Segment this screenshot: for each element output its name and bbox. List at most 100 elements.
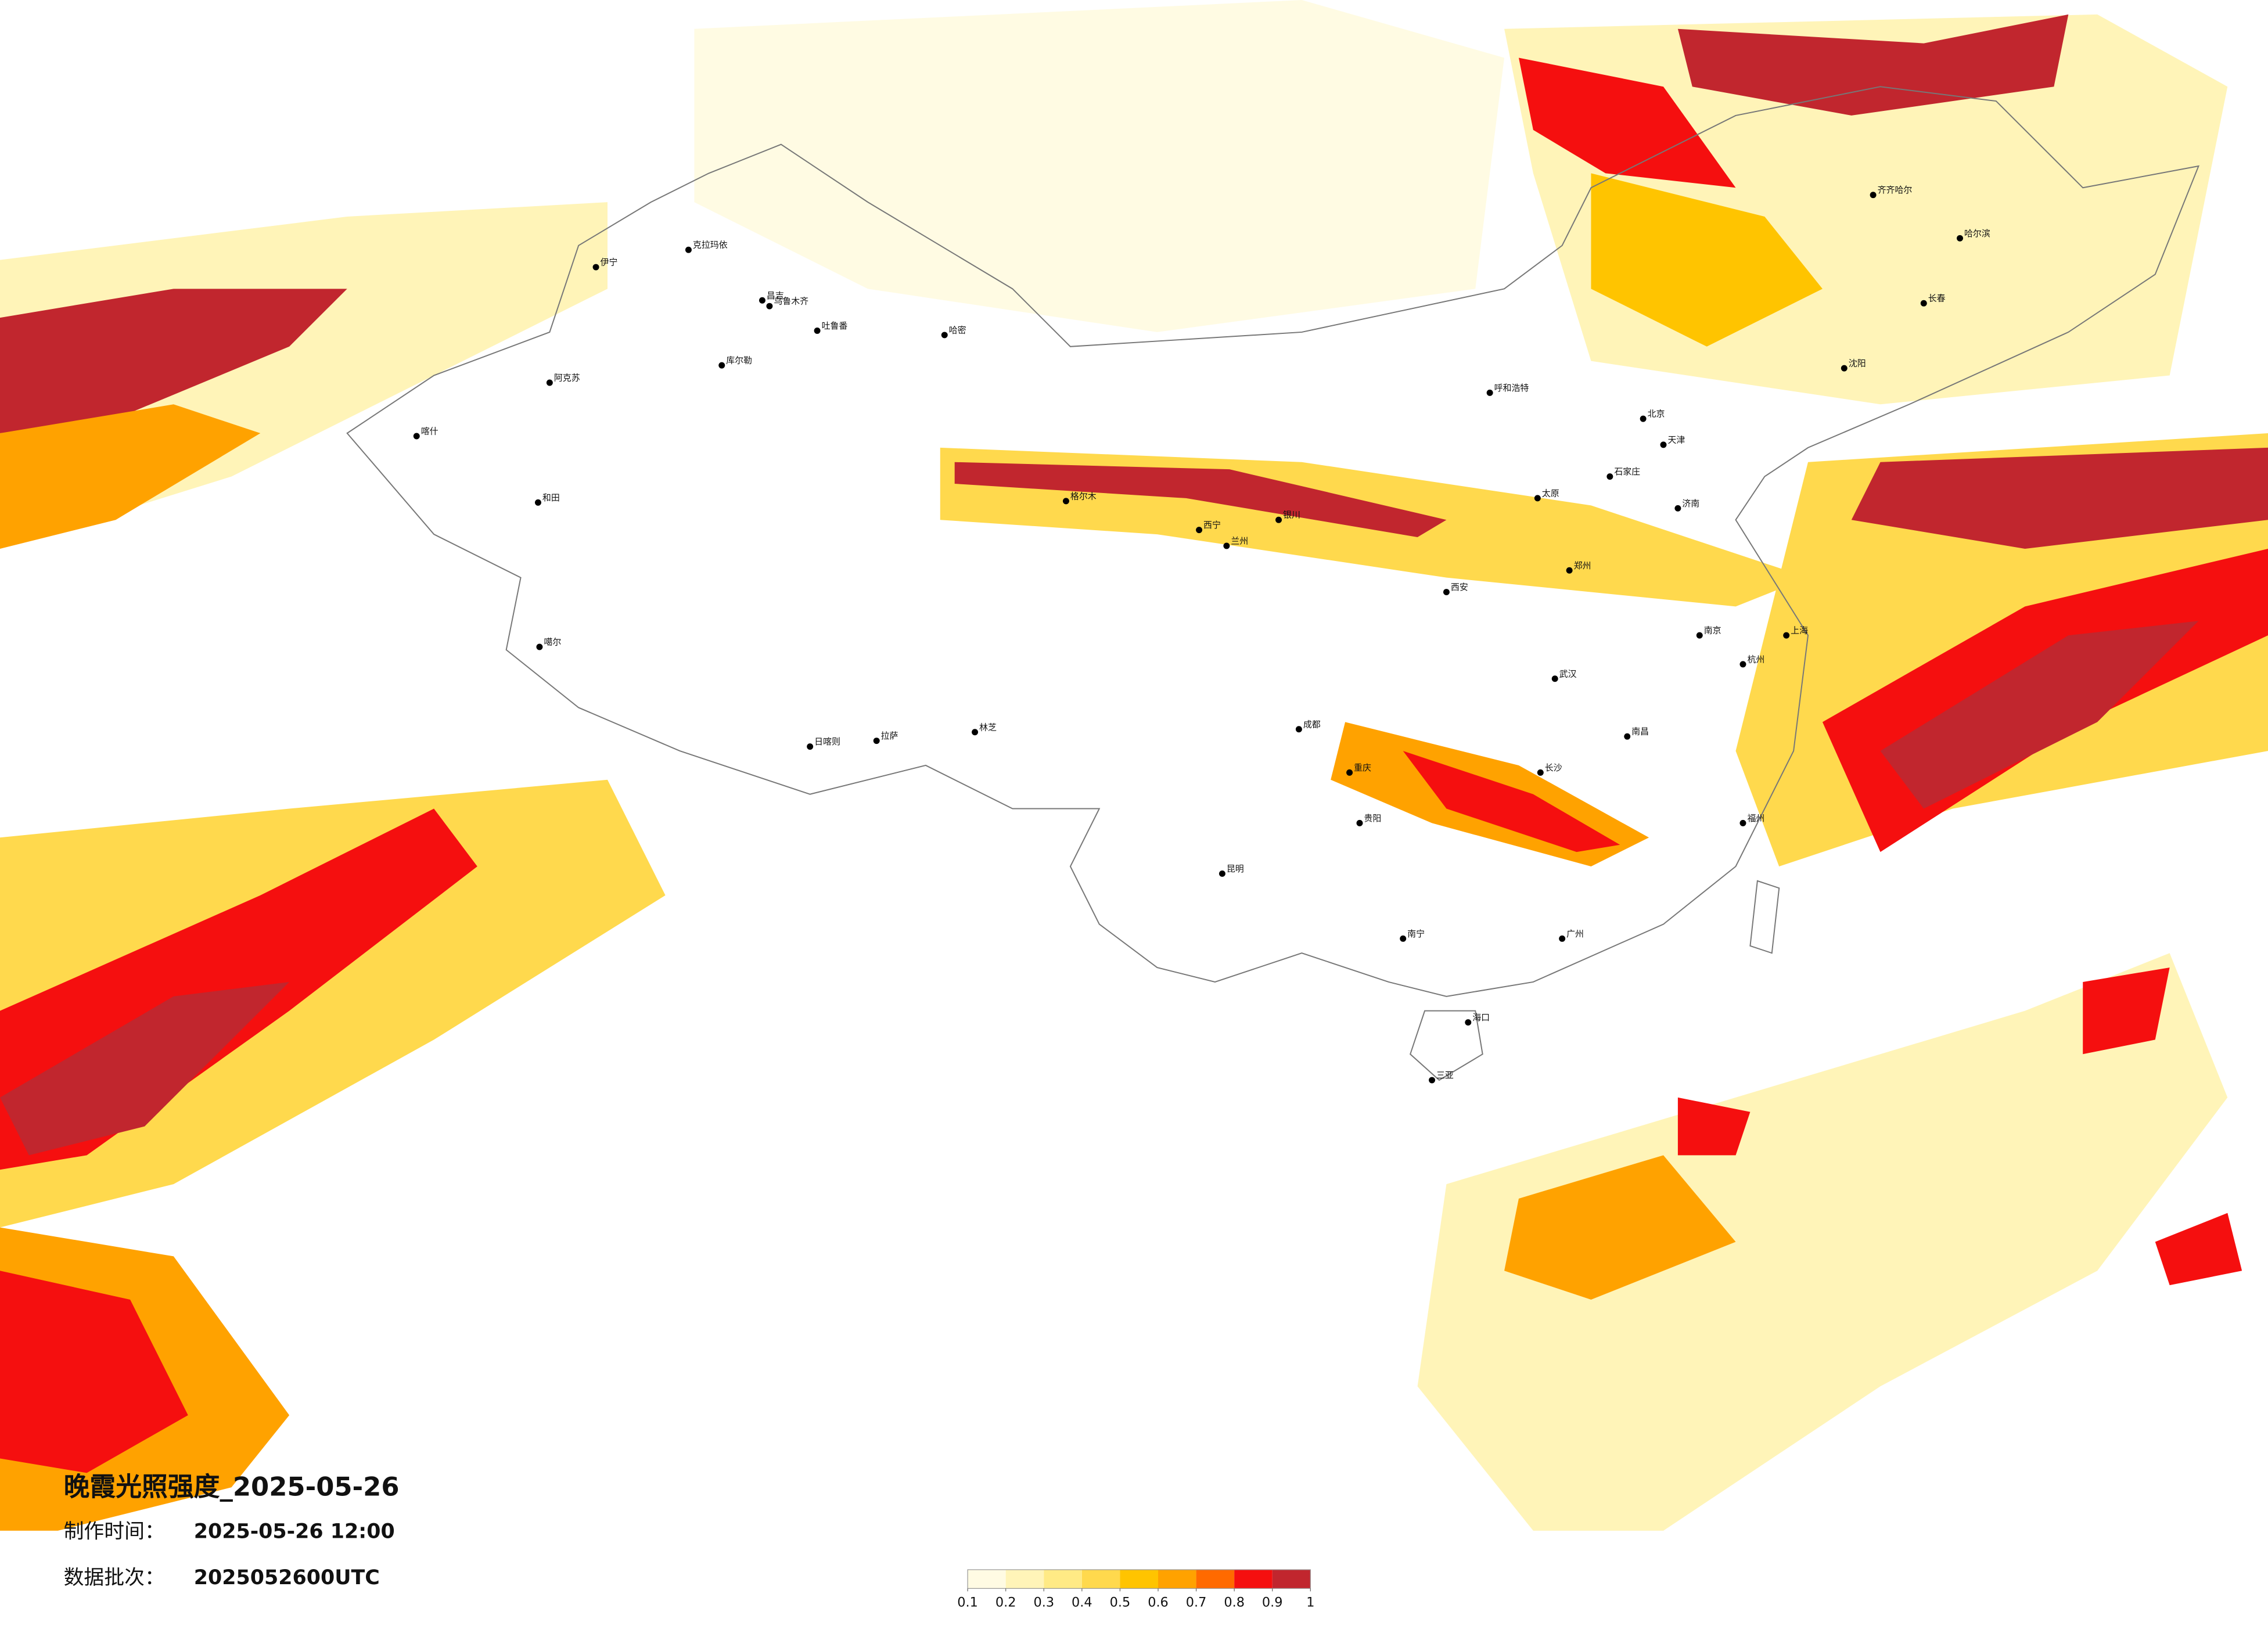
- city-label: 郑州: [1574, 560, 1591, 571]
- city-label: 海口: [1472, 1012, 1490, 1023]
- city-label: 济南: [1682, 498, 1699, 509]
- city-dot: [1566, 567, 1573, 574]
- city-label: 福州: [1747, 813, 1764, 823]
- city-label: 西宁: [1203, 520, 1221, 530]
- city-dot: [1640, 415, 1647, 422]
- cloud-area: [0, 404, 261, 549]
- city-dot: [1346, 769, 1353, 776]
- city-label: 拉萨: [881, 731, 898, 741]
- map-title: 晚霞光照强度_2025-05-26: [64, 1472, 400, 1502]
- city-dot: [1196, 527, 1203, 534]
- made-time: 2025-05-26 12:00: [194, 1520, 395, 1543]
- city-dot: [1674, 505, 1681, 512]
- city-dot: [1295, 726, 1302, 733]
- colorbar-swatch: [968, 1570, 1006, 1589]
- city-dot: [685, 246, 692, 253]
- colorbar-swatch: [1158, 1570, 1196, 1589]
- city-dot: [1223, 542, 1230, 549]
- city-label: 昌吉: [767, 290, 784, 301]
- city-label: 天津: [1667, 434, 1685, 445]
- cloud-area: [0, 981, 290, 1156]
- city-dot: [1062, 498, 1069, 505]
- city-label: 哈尔滨: [1964, 228, 1990, 239]
- city-dot: [718, 362, 725, 369]
- city-label: 南宁: [1407, 929, 1425, 939]
- city-label: 武汉: [1559, 668, 1577, 679]
- country-outline: [346, 86, 2200, 997]
- city-label: 上海: [1791, 625, 1808, 636]
- city-dot: [1356, 819, 1363, 826]
- city-label: 和田: [542, 492, 560, 503]
- city-label: 噶尔: [544, 637, 561, 647]
- city-dot: [1559, 935, 1566, 942]
- city-dot: [1841, 365, 1848, 372]
- city-label: 哈密: [949, 325, 966, 335]
- city-dot: [1486, 389, 1493, 396]
- city-dot: [766, 303, 773, 310]
- city-dot: [1537, 769, 1544, 776]
- city-label: 阿克苏: [554, 373, 580, 383]
- city-dot: [1870, 192, 1877, 199]
- city-dot: [1739, 661, 1746, 668]
- city-label: 格尔木: [1070, 491, 1097, 501]
- city-dot: [1534, 495, 1541, 502]
- city-label: 南昌: [1631, 726, 1649, 737]
- batch-label: 数据批次：: [64, 1566, 165, 1589]
- city-label: 成都: [1303, 719, 1321, 729]
- city-label: 林芝: [979, 722, 997, 732]
- cloud-area: [1677, 1097, 1751, 1156]
- island-outline: [1749, 880, 1780, 954]
- colorbar-swatch: [1044, 1570, 1082, 1589]
- city-label: 三亚: [1436, 1070, 1454, 1081]
- colorbar-swatch: [1005, 1570, 1044, 1589]
- city-dot: [1783, 632, 1790, 639]
- city-dot: [807, 743, 814, 750]
- city-dot: [1606, 473, 1613, 480]
- colorbar-tick-label: 0.1: [957, 1595, 978, 1610]
- island-outline: [1410, 1010, 1483, 1081]
- city-dot: [1920, 300, 1927, 307]
- cloud-area: [1880, 621, 2199, 809]
- city-label: 西安: [1451, 582, 1468, 592]
- city-label: 南京: [1704, 625, 1721, 636]
- city-label: 长春: [1928, 293, 1946, 304]
- city-label: 贵阳: [1364, 813, 1381, 823]
- colorbar-swatch: [1120, 1570, 1159, 1589]
- city-label: 日喀则: [814, 736, 840, 747]
- city-label: 齐齐哈尔: [1878, 185, 1913, 195]
- batch: 2025052600UTC: [194, 1566, 380, 1589]
- city-label: 太原: [1542, 488, 1559, 498]
- colorbar-tick-label: 0.3: [1033, 1595, 1054, 1610]
- colorbar-tick-label: 0.2: [995, 1595, 1016, 1610]
- city-dot: [1275, 516, 1282, 523]
- colorbar-tick-label: 0.9: [1262, 1595, 1283, 1610]
- cloud-area: [1591, 173, 1823, 347]
- city-dot: [814, 327, 821, 334]
- city-label: 喀什: [421, 426, 438, 437]
- city-dot: [592, 264, 599, 271]
- city-dot: [1739, 819, 1746, 826]
- city-dot: [536, 643, 543, 650]
- city-label: 克拉玛依: [693, 240, 728, 250]
- cloud-area: [1851, 447, 2268, 549]
- city-dot: [1465, 1019, 1472, 1026]
- city-label: 兰州: [1231, 536, 1248, 546]
- city-label: 广州: [1566, 929, 1584, 939]
- city-label: 昆明: [1227, 864, 1244, 874]
- colorbar-tick-label: 0.7: [1186, 1595, 1207, 1610]
- cloud-area: [694, 0, 1505, 332]
- city-dot: [1660, 441, 1667, 448]
- cloud-area: [1504, 1155, 1736, 1300]
- city-dot: [941, 332, 948, 339]
- city-dot: [413, 433, 420, 440]
- city-dot: [1429, 1077, 1436, 1084]
- colorbar-swatch: [1196, 1570, 1235, 1589]
- colorbar-swatch: [1272, 1570, 1311, 1589]
- city-label: 长沙: [1545, 762, 1562, 773]
- made-label: 制作时间：: [64, 1520, 165, 1543]
- cloud-area: [0, 779, 666, 1228]
- cloud-area: [0, 1271, 188, 1473]
- city-dot: [1957, 235, 1964, 242]
